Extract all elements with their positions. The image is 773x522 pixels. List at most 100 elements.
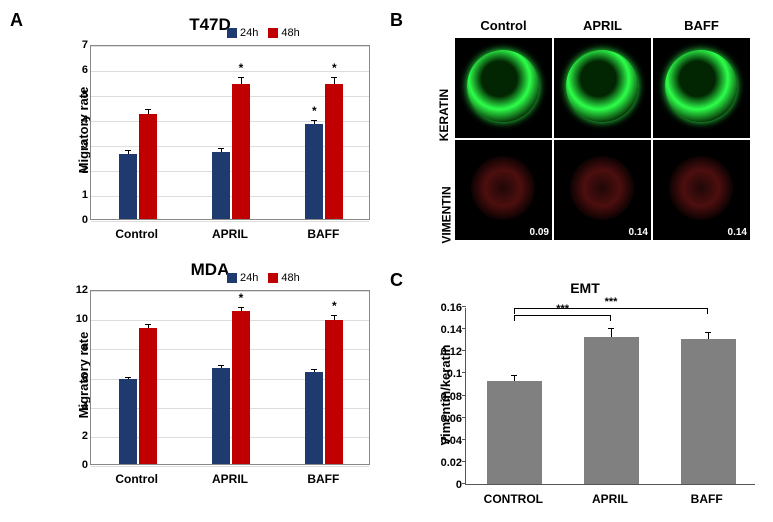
y-tick-label: 5 [70,89,88,101]
bar [212,368,230,464]
error-bar [128,150,129,154]
x-tick-label: APRIL [212,227,248,241]
panel-a-letter: A [10,10,23,31]
legend-swatch [268,273,278,283]
gridline [91,291,369,292]
microscopy-image: 0.09 [455,140,552,240]
error-bar [241,77,242,85]
legend-item: 24h [227,272,258,284]
legend-item: 48h [268,272,299,284]
significance-marker: * [332,61,337,75]
bar [139,328,157,464]
error-cap [238,77,244,78]
legend-swatch [227,28,237,38]
error-cap [311,369,317,370]
error-cap [705,332,711,333]
error-bar [241,307,242,311]
y-tick-label: 6 [70,372,88,384]
bar [305,124,323,219]
panel-c: C EMTVimentin/keratin00.020.040.060.080.… [390,270,770,520]
cell-sphere [570,156,634,220]
significance-marker: * [239,61,244,75]
bar [119,154,137,219]
significance-marker: * [332,299,337,313]
cell-sphere [566,50,638,122]
error-cap [218,365,224,366]
error-bar [514,375,515,382]
image-row-label: KERATIN [437,89,451,141]
image-row-label: VIMENTIN [440,186,454,243]
y-tick-label: 7 [70,39,88,51]
emt-chart: EMTVimentin/keratin00.020.040.060.080.10… [410,280,760,510]
error-cap [331,77,337,78]
y-tick-label: 3 [70,139,88,151]
legend-swatch [268,28,278,38]
bar [139,114,157,219]
bar [212,152,230,220]
legend-label: 48h [281,272,299,284]
y-tick [462,483,466,484]
y-tick-label: 0.12 [432,346,462,358]
bar [681,339,736,484]
ratio-overlay: 0.09 [530,227,549,238]
y-tick-label: 2 [70,430,88,442]
legend-label: 48h [281,27,299,39]
significance-marker: * [239,291,244,305]
image-column-header: Control [455,18,552,36]
gridline [91,466,369,467]
ratio-overlay: 0.14 [629,227,648,238]
error-bar [128,377,129,380]
microscopy-image: 0.14 [653,140,750,240]
bar [487,381,542,484]
y-tick-label: 12 [70,284,88,296]
legend-item: 24h [227,27,258,39]
panel-c-letter: C [390,270,403,291]
panel-b: B KERATINVIMENTINControlAPRILBAFF0.090.1… [390,10,770,260]
y-tick [462,461,466,462]
chart-title: T47D [40,15,380,35]
cell-sphere [471,156,535,220]
x-tick-label: Control [115,227,158,241]
y-tick-label: 0.16 [432,302,462,314]
error-bar [334,315,335,319]
y-tick [462,306,466,307]
legend: 24h 48h [227,27,300,39]
y-tick-label: 0 [70,214,88,226]
y-tick-label: 2 [70,164,88,176]
y-tick-label: 0.08 [432,391,462,403]
significance-bracket [514,308,707,309]
y-tick-label: 8 [70,342,88,354]
bar [232,84,250,219]
microscopy-grid: ControlAPRILBAFF0.090.140.14 [455,18,750,240]
legend: 24h 48h [227,272,300,284]
chart-title: MDA [40,260,380,280]
panel-b-letter: B [390,10,403,31]
bar [325,84,343,219]
error-bar [221,365,222,368]
y-tick-label: 4 [70,401,88,413]
error-cap [145,109,151,110]
y-tick [462,328,466,329]
error-bar [611,328,612,337]
x-tick-label: CONTROL [484,492,543,506]
bar [305,372,323,464]
y-tick [462,417,466,418]
error-bar [334,77,335,85]
error-cap [608,328,614,329]
error-bar [148,324,149,328]
significance-marker: * [312,104,317,118]
error-cap [125,377,131,378]
cell-sphere [665,50,737,122]
y-tick-label: 1 [70,189,88,201]
y-tick [462,372,466,373]
bar [119,379,137,464]
bar [584,337,639,484]
error-bar [148,109,149,114]
y-tick-label: 0.06 [432,413,462,425]
legend-item: 48h [268,27,299,39]
y-tick-label: 10 [70,313,88,325]
error-cap [218,148,224,149]
bar-chart-t47d: T47D24h48hMigratory rate01234567ControlA… [40,15,380,245]
microscopy-image [653,38,750,138]
cell-sphere [669,156,733,220]
